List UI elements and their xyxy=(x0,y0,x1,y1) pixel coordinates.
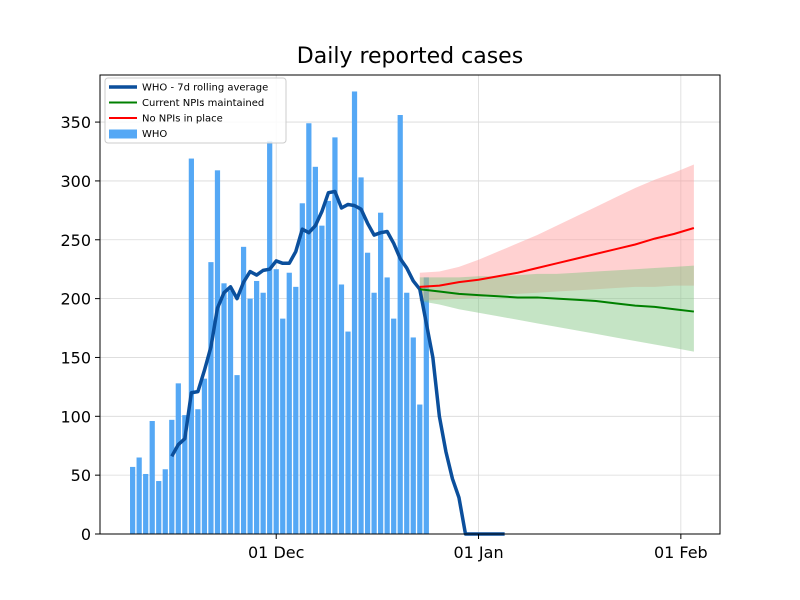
bar-layer xyxy=(130,91,429,535)
chart-title: Daily reported cases xyxy=(297,44,523,69)
who-daily-bar xyxy=(260,292,266,534)
y-tick-label: 0 xyxy=(81,525,91,544)
line-layer xyxy=(170,189,695,536)
who-daily-bar xyxy=(325,200,332,534)
who-daily-bar xyxy=(247,298,253,534)
who-daily-bar xyxy=(208,262,214,534)
y-tick-label: 350 xyxy=(60,113,91,132)
who-daily-bar xyxy=(293,286,299,534)
who-daily-bar xyxy=(358,177,364,534)
who-daily-bar xyxy=(404,292,410,534)
who-daily-bar xyxy=(378,212,384,534)
no-npi-band xyxy=(419,164,694,301)
x-tick-label: 01 Jan xyxy=(453,543,503,562)
who-daily-bar xyxy=(221,283,227,534)
who-daily-bar xyxy=(175,383,181,534)
who-daily-bar xyxy=(384,277,390,534)
who-daily-bar xyxy=(391,318,397,534)
who-daily-bar xyxy=(319,225,325,534)
who-daily-bar xyxy=(254,280,260,534)
who-daily-bar xyxy=(240,246,247,535)
who-daily-bar xyxy=(338,284,345,534)
who-daily-bar xyxy=(149,421,155,534)
who-daily-bar xyxy=(227,290,234,534)
current-npi-band xyxy=(419,265,694,352)
who-daily-bar xyxy=(364,252,371,534)
who-daily-bar xyxy=(214,170,221,535)
no-npi-line xyxy=(419,227,695,288)
who-daily-bar xyxy=(371,292,377,534)
who-daily-bar xyxy=(273,269,279,534)
who-daily-bar xyxy=(332,137,338,534)
who-daily-bar xyxy=(280,318,286,534)
plot-frame xyxy=(99,74,721,535)
who-daily-bar xyxy=(312,166,318,535)
who-daily-bar xyxy=(423,277,429,534)
legend-entry-who-label: WHO xyxy=(142,129,167,140)
who-daily-bar xyxy=(143,473,149,534)
who-daily-bar xyxy=(299,203,305,535)
legend-entry-who-avg-label: WHO - 7d rolling average xyxy=(142,83,268,94)
who-daily-bar xyxy=(130,466,136,534)
who-daily-bar xyxy=(306,123,312,534)
y-tick-label: 200 xyxy=(60,290,91,309)
x-axis-ticks: 01 Dec 01 Jan 01 Feb xyxy=(248,534,708,562)
y-axis-ticks: 0 50 100 150 200 250 300 350 xyxy=(60,113,100,544)
who-daily-bar xyxy=(234,375,240,534)
who-daily-bar xyxy=(162,469,168,534)
who-rolling-average-line xyxy=(170,189,505,536)
legend-entry-current-npi-label: Current NPIs maintained xyxy=(142,98,264,109)
who-daily-bar xyxy=(195,409,201,534)
who-daily-bar xyxy=(351,91,358,534)
y-tick-label: 300 xyxy=(60,172,91,191)
legend: WHO - 7d rolling average Current NPIs mai… xyxy=(104,77,287,144)
who-daily-bar xyxy=(169,419,175,534)
x-tick-label: 01 Dec xyxy=(248,543,304,562)
current-npi-line xyxy=(419,288,695,313)
x-tick-label: 01 Feb xyxy=(654,543,708,562)
who-daily-bar xyxy=(136,457,142,534)
y-tick-label: 50 xyxy=(71,466,91,485)
who-daily-bar xyxy=(345,331,351,534)
who-daily-bar xyxy=(188,158,194,535)
band-layer xyxy=(419,164,694,352)
y-tick-label: 250 xyxy=(60,231,91,250)
who-daily-bar xyxy=(182,415,188,534)
y-tick-label: 150 xyxy=(60,348,91,367)
y-tick-label: 100 xyxy=(60,407,91,426)
who-daily-bar xyxy=(286,272,292,534)
legend-entry-no-npi-label: No NPIs in place xyxy=(142,114,223,125)
who-daily-bar xyxy=(156,481,162,534)
legend-entry-who-swatch xyxy=(109,129,137,139)
legend-box xyxy=(104,77,287,144)
who-daily-bar xyxy=(201,378,208,534)
who-daily-bar xyxy=(267,140,273,534)
who-daily-bar xyxy=(417,404,423,534)
who-daily-bar xyxy=(410,337,416,534)
who-daily-bar xyxy=(397,115,403,534)
